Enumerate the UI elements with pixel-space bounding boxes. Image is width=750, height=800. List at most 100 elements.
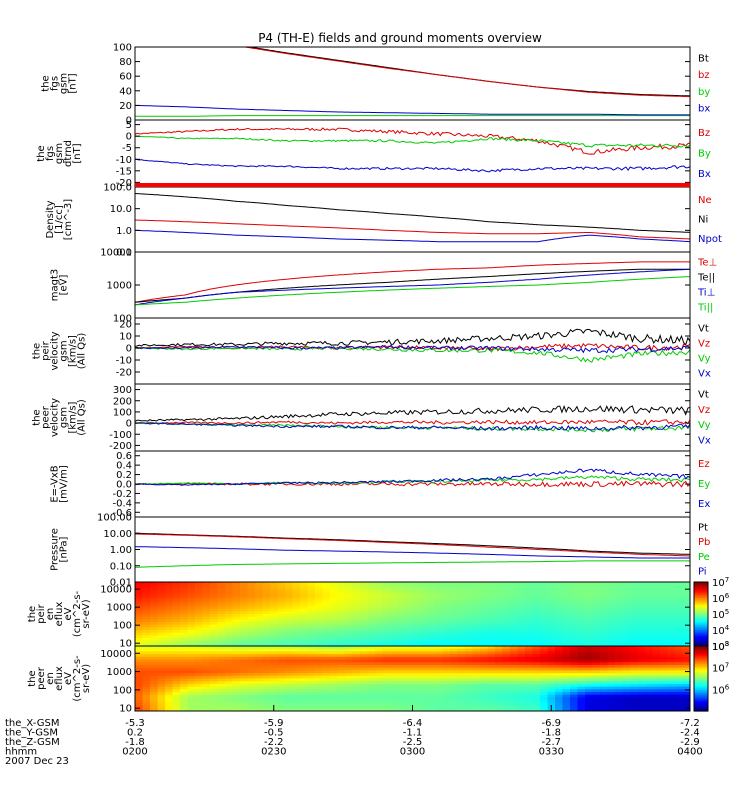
heat-cell [682,598,690,602]
heat-cell [277,640,286,644]
heat-cell [240,619,249,623]
heat-cell [487,622,496,626]
heat-cell [165,632,174,636]
heat-cell [510,692,519,696]
heat-cell [637,694,646,699]
colorbar-swatch [694,704,708,707]
heat-cell [675,667,684,671]
heat-cell [457,700,466,704]
colorbar-swatch [694,638,708,641]
heat-cell [277,662,286,666]
heat-cell [480,662,489,666]
heat-cell [240,592,249,596]
heat-cell [525,656,534,661]
heat-cell [172,622,181,626]
heat-cell [457,708,466,711]
heat-cell [555,635,564,639]
heat-cell [315,667,324,671]
heat-cell [570,592,579,596]
heat-cell [382,622,391,626]
heat-cell [307,673,316,677]
heat-cell [547,694,556,699]
heat-cell [645,608,654,612]
heat-cell [645,614,654,618]
heat-cell [465,638,474,642]
heat-cell [637,659,646,663]
heat-cell [352,694,361,699]
heat-cell [232,681,241,685]
heat-cell [315,692,324,696]
heat-cell [135,678,144,682]
heat-cell [307,708,316,711]
heat-cell [247,595,256,599]
heat-cell [412,700,421,704]
heat-cell [285,635,294,639]
heat-cell [270,630,279,634]
heat-cell [142,646,151,650]
heat-cell [360,675,369,680]
heat-cell [202,635,211,639]
heat-cell [210,600,219,604]
heat-cell [645,656,654,661]
heat-cell [330,603,339,607]
heat-cell [547,675,556,680]
panel-frame [134,251,691,319]
heat-cell [412,638,421,642]
y-axis-label: dtrnd [63,140,74,167]
heat-cell [660,590,669,594]
heat-cell [472,702,481,707]
heat-cell [307,590,316,594]
heat-cell [592,608,601,612]
heat-cell [667,600,676,604]
colorbar-tick-label: 105 [712,608,729,621]
heat-cell [682,624,690,628]
heat-cell [390,673,399,677]
heat-cell [180,582,189,586]
heat-cell [270,616,279,620]
heat-cell [255,662,264,666]
heat-cell [135,603,144,607]
heat-cell [450,598,459,602]
heat-cell [277,659,286,663]
heat-cell [187,627,196,631]
heat-cell [472,692,481,696]
heat-cell [345,616,354,620]
heat-cell [630,624,639,628]
colorbar-tick-label: 106 [712,683,730,696]
heat-cell [562,616,571,620]
heat-cell [465,606,474,610]
heat-cell [255,587,264,591]
heat-cell [517,590,526,594]
heat-cell [225,640,234,644]
heat-cell [195,622,204,626]
heat-cell [532,640,541,644]
heat-cell [277,702,286,707]
heat-cell [390,708,399,711]
heat-cell [165,662,174,666]
heat-cell [210,648,219,653]
heat-cell [637,638,646,642]
heat-cell [630,598,639,602]
panel-stack: Btbzbybx100806040200thefgsgsm[nT]BzByBx5… [27,43,722,715]
heat-cell [480,675,489,680]
heat-cell [262,622,271,626]
heat-cell [487,670,496,674]
heat-cell [435,708,444,711]
heat-cell [360,600,369,604]
heat-cell [180,640,189,644]
heat-cell [337,686,346,690]
heat-cell [525,646,534,650]
heat-cell [142,673,151,677]
heat-cell [465,678,474,682]
heat-cell [622,694,631,699]
heat-cell [360,619,369,623]
heat-cell [667,654,676,658]
heat-cell [480,614,489,618]
heat-cell [660,686,669,690]
heat-cell [525,678,534,682]
heat-cell [337,702,346,707]
heat-cell [472,624,481,628]
heat-cell [675,592,684,596]
heat-cell [217,624,226,628]
heat-cell [270,686,279,690]
